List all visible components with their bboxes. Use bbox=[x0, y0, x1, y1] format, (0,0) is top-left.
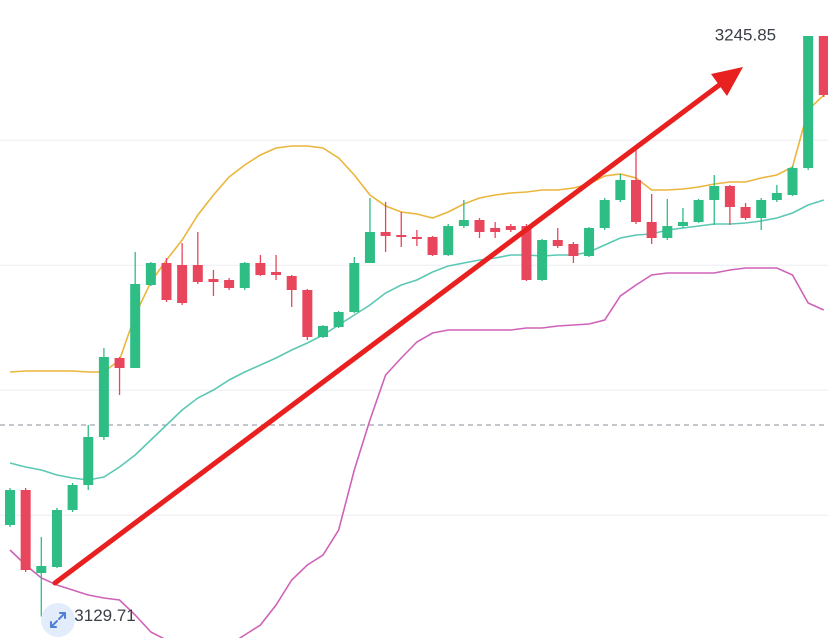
candle-body bbox=[568, 244, 579, 256]
candle-body bbox=[239, 263, 250, 288]
candle-body bbox=[599, 200, 610, 228]
expand-button[interactable] bbox=[41, 603, 75, 637]
candle-body bbox=[740, 207, 751, 218]
band-line bbox=[9, 199, 825, 481]
candle-body bbox=[177, 265, 188, 303]
candle-body bbox=[615, 180, 626, 200]
candle-body bbox=[271, 272, 282, 275]
candle-body bbox=[756, 200, 767, 218]
labels: 3245.85 3129.71 bbox=[74, 25, 776, 625]
candle-body bbox=[411, 237, 422, 239]
candle-body bbox=[51, 510, 62, 567]
candle-body bbox=[427, 237, 438, 255]
candle-body bbox=[145, 263, 156, 285]
candle-body bbox=[677, 222, 688, 226]
candle-body bbox=[771, 193, 782, 200]
arrow-shaft bbox=[52, 80, 725, 586]
candle-body bbox=[114, 358, 125, 368]
candle-body bbox=[584, 228, 595, 256]
candle-body bbox=[224, 280, 235, 288]
candle-body bbox=[20, 490, 31, 570]
candle-body bbox=[98, 357, 109, 437]
candle-body bbox=[380, 232, 391, 236]
candle-body bbox=[286, 276, 297, 290]
candle-body bbox=[724, 186, 735, 207]
grid bbox=[0, 139, 828, 516]
candle-body bbox=[161, 263, 172, 300]
bands bbox=[9, 94, 825, 638]
candle-body bbox=[83, 437, 94, 485]
candle-body bbox=[318, 326, 328, 337]
band-line bbox=[9, 94, 825, 373]
candle-body bbox=[208, 279, 219, 282]
candles bbox=[5, 36, 828, 617]
candle-body bbox=[364, 232, 375, 263]
band-line bbox=[9, 267, 825, 638]
candle-body bbox=[36, 566, 47, 573]
max-price-label: 3245.85 bbox=[715, 25, 776, 44]
candle-body bbox=[662, 226, 673, 238]
candle-body bbox=[693, 200, 704, 222]
candle-body bbox=[5, 490, 15, 525]
candle-body bbox=[505, 226, 516, 230]
candle-body bbox=[787, 168, 798, 195]
candle-body bbox=[443, 226, 454, 255]
candle-body bbox=[521, 226, 532, 280]
candle-body bbox=[192, 265, 203, 282]
candle-body bbox=[818, 36, 828, 95]
candle-body bbox=[646, 222, 657, 238]
candle-body bbox=[130, 284, 141, 368]
candle-body bbox=[349, 263, 360, 312]
candle-body bbox=[552, 240, 563, 246]
candle-body bbox=[458, 220, 469, 226]
expand-button-bg[interactable] bbox=[41, 603, 75, 637]
candle-body bbox=[333, 312, 344, 327]
candle-body bbox=[302, 290, 313, 337]
candle-body bbox=[255, 263, 266, 275]
candle-body bbox=[474, 220, 485, 232]
candle-body bbox=[803, 36, 814, 168]
candle-body bbox=[631, 180, 641, 222]
expand-icon[interactable] bbox=[50, 612, 66, 628]
candle-body bbox=[709, 186, 720, 200]
candle-body bbox=[67, 485, 78, 510]
min-price-label: 3129.71 bbox=[74, 606, 135, 625]
arrow-head bbox=[711, 67, 743, 96]
candle-body bbox=[396, 235, 407, 237]
candle-body bbox=[537, 240, 548, 280]
trend-arrow bbox=[52, 67, 743, 586]
candle-body bbox=[490, 228, 501, 232]
